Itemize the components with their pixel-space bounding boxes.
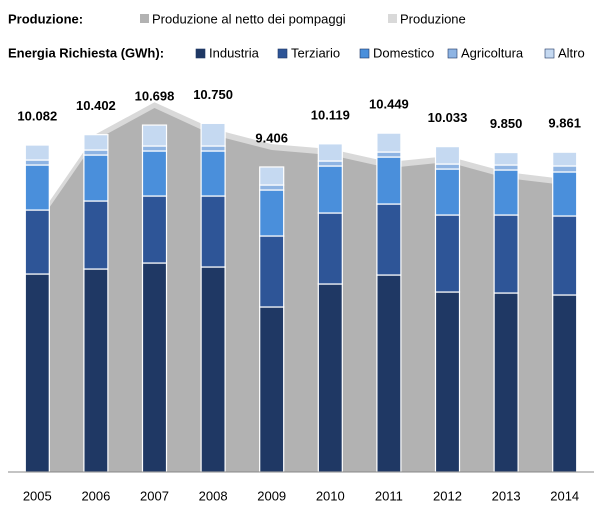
- legend-swatch: [447, 48, 458, 59]
- bar-segment: [83, 154, 109, 202]
- bar-segment: [552, 294, 578, 473]
- bar-segment: [317, 160, 343, 167]
- legend-label: Altro: [558, 45, 585, 60]
- bar-segment: [552, 165, 578, 173]
- bar-segment: [259, 306, 285, 473]
- legend-label: Agricoltura: [461, 45, 524, 60]
- legend-swatch: [359, 48, 370, 59]
- bar-segment: [24, 144, 50, 161]
- legend-swatch: [140, 14, 149, 23]
- bar-segment: [83, 149, 109, 156]
- bar-segment: [317, 165, 343, 214]
- bar-segment: [434, 214, 461, 293]
- x-tick-label: 2006: [81, 488, 110, 503]
- bar-legend-title: Energia Richiesta (GWh):: [8, 45, 164, 60]
- legend-label: Produzione al netto dei pompaggi: [152, 11, 346, 26]
- bar-segment: [141, 145, 168, 152]
- bar-segment: [259, 184, 285, 191]
- legend-label: Domestico: [373, 45, 434, 60]
- bar-segment: [376, 151, 402, 158]
- bar-segment: [493, 292, 519, 473]
- total-label: 10.750: [193, 87, 233, 102]
- x-tick-label: 2010: [316, 488, 345, 503]
- bar-segment: [200, 195, 226, 268]
- bar-segment: [376, 274, 402, 473]
- total-label: 10.698: [135, 89, 175, 104]
- bar-segment: [83, 200, 109, 270]
- total-label: 10.082: [17, 108, 57, 123]
- total-label: 10.402: [76, 98, 116, 113]
- bar-segment: [434, 163, 461, 170]
- bar-segment: [317, 283, 343, 473]
- bar-segment: [493, 151, 519, 166]
- legend-label: Produzione: [400, 11, 466, 26]
- bar-segment: [259, 235, 285, 308]
- bar-segment: [376, 156, 402, 205]
- legend-label: Industria: [209, 45, 260, 60]
- x-tick-label: 2012: [433, 488, 462, 503]
- total-label: 10.119: [311, 107, 350, 122]
- bar-segment: [317, 143, 343, 162]
- bar-segment: [259, 189, 285, 237]
- legend-swatch: [277, 48, 288, 59]
- total-label: 10.033: [428, 110, 468, 125]
- bar-segment: [552, 215, 578, 296]
- bar-segment: [200, 150, 226, 197]
- x-tick-label: 2014: [550, 488, 579, 503]
- bar-segment: [24, 273, 50, 473]
- total-label: 9.850: [490, 116, 523, 131]
- bar-segment: [83, 134, 109, 151]
- x-tick-label: 2009: [257, 488, 286, 503]
- bar-segment: [141, 262, 168, 473]
- legend-swatch: [388, 14, 397, 23]
- bar-segment: [493, 214, 519, 294]
- bar-segment: [141, 124, 168, 147]
- area-legend-title: Produzione:: [8, 11, 83, 26]
- x-tick-label: 2007: [140, 488, 169, 503]
- bar-segment: [24, 159, 50, 166]
- legend-label: Terziario: [291, 45, 340, 60]
- bar-segment: [493, 169, 519, 216]
- bar-segment: [24, 209, 50, 275]
- bar-segment: [83, 268, 109, 473]
- bar-segment: [376, 132, 402, 153]
- total-label: 9.861: [548, 116, 581, 131]
- x-tick-label: 2011: [375, 488, 403, 503]
- bar-segment: [434, 168, 461, 216]
- bar-segment: [24, 164, 50, 211]
- legend-swatch: [195, 48, 206, 59]
- bar-segment: [552, 171, 578, 217]
- bar-segment: [434, 291, 461, 473]
- total-label: 10.449: [369, 97, 409, 112]
- bar-segment: [141, 150, 168, 197]
- bar-segment: [552, 151, 578, 167]
- bar-segment: [141, 195, 168, 264]
- bar-segment: [493, 164, 519, 171]
- bar-segment: [259, 166, 285, 186]
- bar-segment: [317, 212, 343, 285]
- x-tick-label: 2005: [23, 488, 52, 503]
- bar-segment: [200, 122, 226, 147]
- bar-segment: [434, 146, 461, 165]
- legend-swatch: [544, 48, 555, 59]
- bar-segment: [200, 266, 226, 473]
- bar-segment: [200, 145, 226, 152]
- total-label: 9.406: [255, 130, 288, 145]
- x-tick-label: 2008: [199, 488, 228, 503]
- area: [37, 108, 565, 472]
- bar-segment: [376, 203, 402, 276]
- x-tick-label: 2013: [492, 488, 521, 503]
